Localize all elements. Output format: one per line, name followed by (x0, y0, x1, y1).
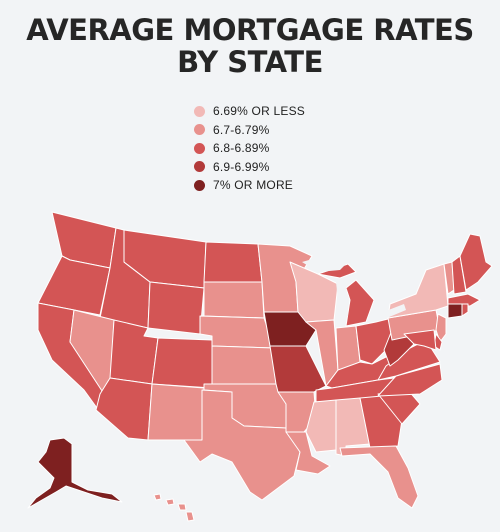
states-layer (27, 211, 493, 522)
state-hi[interactable] (153, 493, 195, 522)
title-line-2: BY STATE (177, 45, 323, 79)
legend-item: 6.8-6.89% (194, 139, 305, 157)
state-co[interactable] (151, 337, 213, 389)
legend-item: 6.7-6.79% (194, 121, 305, 139)
state-mo[interactable] (269, 345, 327, 393)
state-ks[interactable] (211, 345, 277, 385)
lake-michigan (336, 282, 348, 318)
state-ct[interactable] (447, 303, 463, 319)
legend-swatch (194, 179, 205, 191)
state-ms[interactable] (305, 399, 337, 453)
legend-swatch (194, 105, 205, 117)
state-nd[interactable] (203, 241, 263, 283)
legend-swatch (194, 124, 205, 136)
state-la[interactable] (285, 431, 331, 475)
lake-superior (302, 254, 352, 272)
state-md[interactable] (403, 329, 437, 351)
legend-swatch (194, 142, 205, 154)
legend-item: 6.69% OR LESS (194, 102, 305, 120)
state-wy[interactable] (147, 281, 205, 335)
legend-label: 6.69% OR LESS (213, 104, 305, 118)
state-ri[interactable] (461, 303, 469, 317)
state-sd[interactable] (203, 281, 265, 319)
legend-item: 7% OR MORE (194, 176, 305, 194)
us-map (27, 211, 493, 522)
legend-item: 6.9-6.99% (194, 158, 305, 176)
legend-swatch (194, 161, 205, 173)
legend-label: 6.7-6.79% (213, 122, 270, 137)
state-fl[interactable] (339, 445, 419, 509)
state-ak[interactable] (27, 437, 123, 509)
state-nh[interactable] (451, 255, 467, 295)
state-nm[interactable] (147, 383, 205, 441)
state-tx[interactable] (183, 389, 301, 501)
legend-label: 6.8-6.89% (213, 141, 270, 156)
state-nj[interactable] (435, 313, 447, 343)
state-me[interactable] (459, 233, 493, 291)
legend: 6.69% OR LESS 6.7-6.79% 6.8-6.89% 6.9-6.… (194, 102, 305, 195)
title-line-1: AVERAGE MORTGAGE RATES (26, 13, 474, 47)
state-az[interactable] (95, 377, 153, 441)
great-lakes (302, 254, 406, 320)
state-nc[interactable] (377, 363, 443, 397)
legend-label: 7% OR MORE (213, 178, 294, 193)
lake-erie (378, 304, 406, 320)
state-ut[interactable] (109, 319, 159, 385)
legend-label: 6.9-6.99% (213, 159, 270, 174)
state-ma[interactable] (447, 293, 481, 307)
map-title: AVERAGE MORTGAGE RATES BY STATE (0, 14, 500, 78)
